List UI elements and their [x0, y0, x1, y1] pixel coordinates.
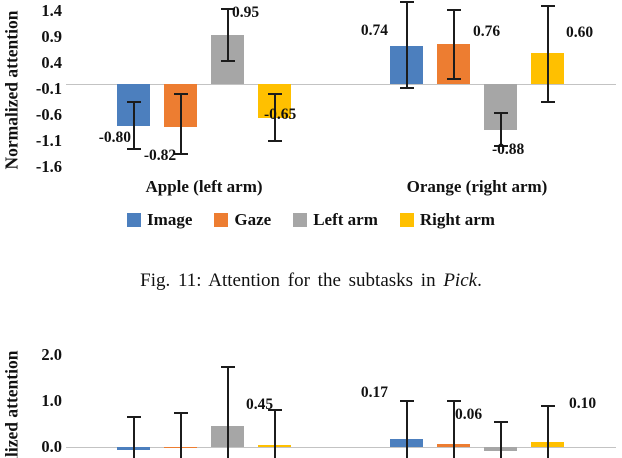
error-bar: [452, 401, 455, 458]
y-tick-label: 1.4: [41, 1, 62, 21]
error-bar: [273, 410, 276, 458]
error-bar: [226, 366, 229, 458]
error-bar-cap: [126, 101, 141, 104]
error-bar-cap: [267, 140, 282, 143]
category-label: Apple (left arm): [145, 177, 263, 196]
data-label: 0.76: [473, 23, 501, 40]
legend-item-image: Image: [127, 210, 192, 230]
legend-swatch-left-arm: [293, 213, 308, 227]
error-bar-cap: [220, 365, 235, 368]
figure-caption: Fig. 11: Attention for the subtasks in P…: [0, 270, 622, 292]
error-bar-cap: [126, 148, 141, 150]
error-bar: [499, 421, 502, 458]
legend-item-gaze: Gaze: [214, 210, 271, 230]
data-label: -0.82: [143, 147, 177, 164]
data-label: 0.17: [360, 384, 388, 401]
error-bar-cap: [446, 9, 461, 12]
data-label: 0.06: [455, 406, 483, 423]
data-label: -0.88: [492, 141, 525, 158]
error-bar-cap: [399, 87, 414, 90]
error-bar: [273, 94, 276, 142]
error-bar-cap: [220, 59, 235, 62]
error-bar: [405, 401, 408, 458]
legend-label-gaze: Gaze: [234, 210, 272, 229]
data-label: 0.95: [232, 4, 260, 21]
y-tick-label: 2.0: [41, 345, 62, 364]
error-bar-cap: [267, 93, 282, 96]
axis-baseline: [66, 447, 616, 448]
error-bar: [179, 94, 182, 155]
caption-period: .: [477, 270, 482, 291]
error-bar-cap: [126, 416, 141, 419]
y-tick-label: -0.6: [35, 105, 62, 125]
legend-swatch-image: [127, 213, 142, 227]
data-label: 0.74: [360, 22, 388, 39]
error-bar-cap: [220, 7, 235, 10]
error-bar-cap: [540, 404, 555, 407]
error-bar: [132, 417, 135, 458]
y-tick-label: 1.0: [41, 391, 62, 410]
y-tick-label: -1.6: [35, 157, 62, 177]
y-tick-label: -0.1: [35, 79, 62, 99]
error-bar-cap: [399, 400, 414, 402]
category-label: Orange (right arm): [406, 177, 548, 196]
error-bar-cap: [267, 409, 282, 412]
error-bar-cap: [173, 411, 188, 414]
data-label: 0.60: [566, 24, 594, 41]
y-tick-label: 0.9: [41, 27, 62, 47]
data-label: -0.80: [98, 129, 131, 146]
y-tick-label: -1.1: [35, 131, 62, 151]
error-bar-cap: [446, 400, 461, 402]
legend-label-left-arm: Left arm: [313, 210, 378, 229]
legend-label-image: Image: [147, 210, 193, 229]
error-bar-cap: [540, 101, 555, 104]
error-bar: [226, 8, 229, 61]
error-bar-cap: [173, 153, 188, 156]
y-tick-label: 0.0: [41, 437, 62, 456]
caption-emphasis: Pick: [443, 270, 478, 291]
error-bar: [405, 1, 408, 89]
error-bar: [546, 6, 549, 103]
error-bar: [452, 10, 455, 79]
axis-baseline: [66, 84, 616, 85]
error-bar-cap: [446, 77, 461, 80]
error-bar: [179, 412, 182, 458]
legend-swatch-right-arm: [399, 213, 414, 227]
legend-item-left-arm: Left arm: [293, 210, 378, 230]
data-label: 0.45: [246, 396, 274, 413]
error-bar-cap: [493, 111, 508, 114]
error-bar-cap: [540, 5, 555, 7]
y-tick-label: 0.4: [41, 53, 62, 73]
y-axis-title-2: Normalized attention: [1, 350, 22, 458]
error-bar-cap: [173, 93, 188, 96]
legend-label-right-arm: Right arm: [419, 210, 495, 229]
error-bar-cap: [493, 420, 508, 423]
caption-text: Fig. 11: Attention for the subtasks in: [140, 270, 444, 291]
data-label: -0.65: [264, 106, 297, 123]
error-bar-cap: [399, 0, 414, 3]
error-bar: [499, 112, 502, 147]
error-bar: [546, 405, 549, 458]
error-bar: [132, 102, 135, 149]
legend-swatch-gaze: [214, 213, 229, 227]
error-bar-cap: [493, 145, 508, 148]
data-label: 0.10: [569, 395, 597, 412]
legend-item-right-arm: Right arm: [399, 210, 495, 230]
legend: Image Gaze Left arm Right arm: [0, 210, 622, 230]
